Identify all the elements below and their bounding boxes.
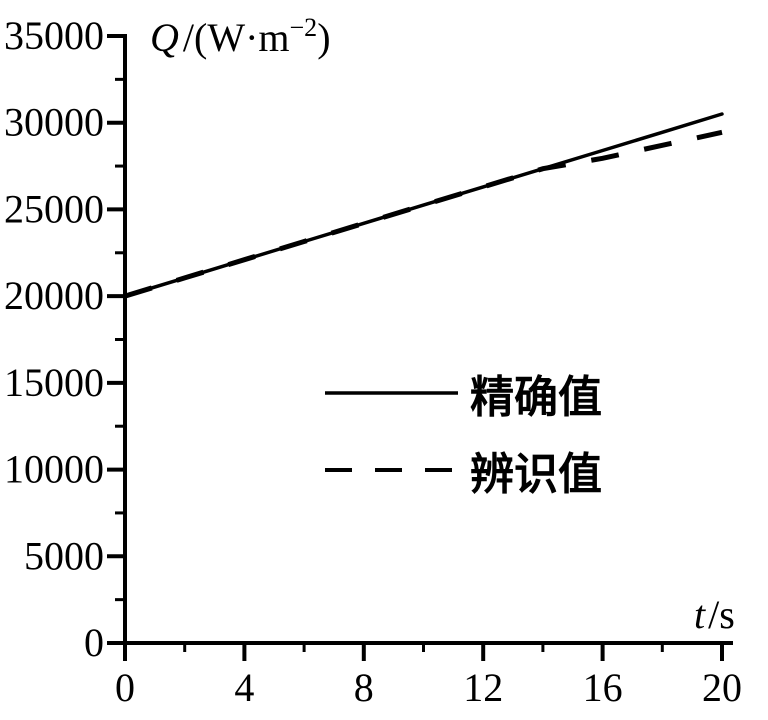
x-tick-label: 20 [702, 665, 742, 710]
legend-label-identified: 辨识值 [470, 450, 602, 499]
x-tick-label: 16 [583, 665, 623, 710]
legend-label-exact: 精确值 [470, 373, 602, 422]
y-tick-label: 10000 [4, 447, 104, 492]
y-tick-label: 25000 [4, 186, 104, 231]
x-tick-label: 4 [234, 665, 254, 710]
y-axis-unit-close: ) [317, 15, 330, 60]
y-axis-title: Q/(W·m−2) [150, 13, 331, 60]
x-tick-label: 8 [354, 665, 374, 710]
x-tick-label: 12 [463, 665, 503, 710]
legend: 精确值 辨识值 [325, 373, 602, 499]
x-axis-unit: /s [708, 592, 735, 637]
x-tick-label: 0 [115, 665, 135, 710]
data-series [123, 112, 724, 299]
y-tick-label: 5000 [24, 533, 104, 578]
series-line-exact [123, 112, 724, 298]
y-axis-unit-open: /(W·m [183, 15, 290, 60]
tick-marks [107, 34, 724, 661]
y-tick-label: 0 [84, 620, 104, 665]
y-axis-symbol: Q [150, 15, 179, 60]
tick-labels: 0 5000 10000 15000 20000 25000 30000 35000 0 4 8 12… [4, 13, 742, 710]
x-axis-symbol: t [694, 592, 706, 637]
y-tick-label: 35000 [4, 13, 104, 58]
series-line-identified [124, 129, 723, 299]
axes [123, 34, 733, 645]
y-tick-label: 30000 [4, 100, 104, 145]
axis-titles: Q/(W·m−2) t/s [150, 13, 735, 637]
y-axis-exponent: −2 [290, 13, 318, 42]
y-tick-label: 20000 [4, 273, 104, 318]
x-axis-title: t/s [694, 592, 735, 637]
y-tick-label: 15000 [4, 360, 104, 405]
